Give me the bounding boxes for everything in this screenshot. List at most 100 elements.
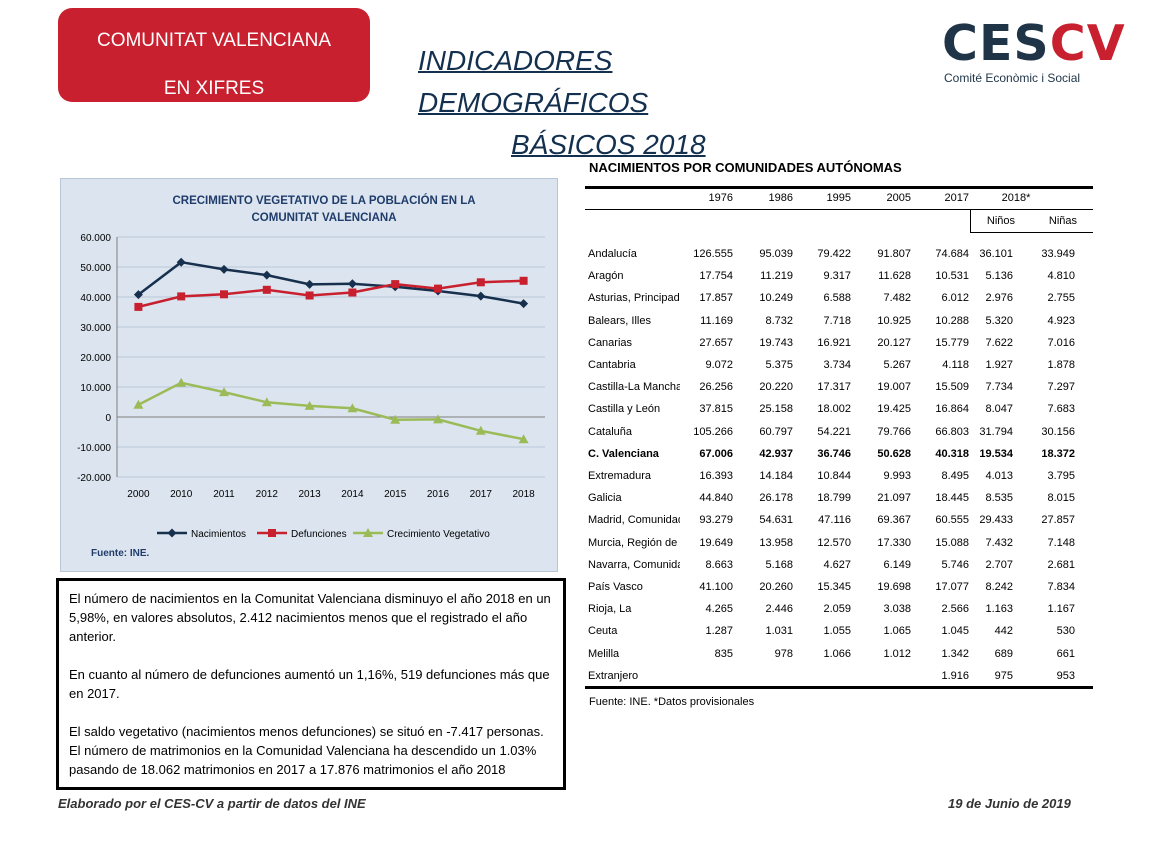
table-cell: 2.446 (765, 603, 793, 616)
table-cell: 67.006 (699, 447, 733, 460)
x-tick-label: 2000 (127, 489, 150, 500)
row-label: Galicia (588, 492, 622, 505)
table-cell: 7.148 (1047, 536, 1075, 549)
table-cell: 4.923 (1047, 314, 1075, 327)
data-point (219, 387, 229, 397)
series-nacimientos (133, 257, 529, 309)
row-label: Extranjero (588, 669, 639, 682)
data-point (305, 291, 314, 300)
row-label: Andalucía (588, 248, 637, 260)
table-cell: 10.288 (935, 314, 969, 327)
table-cell: 1.012 (883, 647, 911, 660)
table-title: NACIMIENTOS POR COMUNIDADES AUTÓNOMAS (589, 160, 902, 175)
table-cell: 3.038 (883, 603, 911, 616)
chart-title-line1: CRECIMIENTO VEGETATIVO DE LA POBLACIÓN E… (172, 194, 475, 207)
table-cell: 4.627 (823, 558, 851, 571)
series-line (137, 260, 524, 305)
table-cell: 10.249 (759, 292, 793, 305)
table-cell: 19.649 (699, 536, 733, 549)
table-cell: 41.100 (699, 581, 733, 593)
footer-credit: Elaborado por el CES-CV a partir de dato… (58, 796, 366, 811)
x-tick-label: 2012 (256, 489, 279, 500)
table-cell: 47.116 (818, 514, 851, 527)
table-cell: 79.422 (817, 248, 851, 260)
table-cell: 530 (1056, 625, 1075, 638)
table-cell: 54.631 (759, 514, 793, 527)
table-cell: 17.077 (935, 581, 969, 593)
badge-line2: EN XIFRES (163, 78, 265, 99)
row-label: Rioja, La (588, 603, 632, 616)
data-point (176, 377, 187, 387)
table-cell: 2.681 (1047, 558, 1075, 571)
data-point (134, 302, 143, 311)
data-point (519, 276, 528, 285)
data-point (347, 279, 357, 289)
table-cell: 15.345 (817, 581, 851, 593)
table-cell: 60.555 (935, 514, 969, 527)
table-cell: 91.807 (877, 248, 911, 260)
table-rule (585, 209, 1093, 210)
data-point (261, 397, 272, 407)
table-row: Cantabria 9.072 5.375 3.734 5.267 4.118 1.927 1… (585, 359, 1093, 379)
table-cell: 18.799 (817, 492, 851, 505)
table-cell: 442 (994, 625, 1013, 638)
table-row: Ceuta 1.287 1.031 1.055 1.065 1.045 442 530 (585, 625, 1093, 645)
x-tick-label: 2014 (341, 489, 364, 500)
table-cell: 1.065 (883, 625, 911, 638)
data-point (476, 278, 485, 287)
data-point (348, 288, 357, 297)
table-cell: 978 (774, 647, 793, 660)
table-cell: 9.317 (823, 270, 851, 283)
data-point (304, 400, 315, 410)
data-point (476, 291, 486, 301)
row-label: Extremadura (588, 470, 651, 482)
col-header: 1976 (708, 192, 733, 204)
col-header: 2018* (1001, 192, 1031, 204)
table-cell: 33.949 (1041, 248, 1075, 260)
table-cell: 7.734 (985, 381, 1013, 394)
table-cell: 40.318 (935, 447, 969, 460)
table-cell: 3.795 (1047, 470, 1075, 482)
table-cell: 27.857 (1041, 514, 1075, 527)
table-cell: 15.779 (935, 336, 969, 349)
data-point (176, 257, 186, 267)
y-tick-label: 20.000 (80, 353, 111, 364)
table-row: Andalucía 126.555 95.039 79.422 91.807 74.684… (585, 248, 1093, 268)
table-cell: 661 (1056, 647, 1075, 660)
data-point (518, 434, 529, 444)
table-cell: 20.260 (759, 581, 793, 593)
chart-title-line2: COMUNITAT VALENCIANA (251, 212, 396, 224)
table-cell: 4.013 (985, 470, 1013, 482)
table-cell: 4.118 (942, 359, 969, 371)
chart-source: Fuente: INE. (91, 548, 150, 559)
table-cell: 11.169 (700, 314, 733, 327)
table-cell: 19.534 (979, 447, 1013, 460)
table-rule (585, 686, 1093, 689)
badge-line1: COMUNITAT VALENCIANA (96, 30, 331, 51)
table-cell: 1.031 (765, 625, 793, 638)
chart-svg: CRECIMIENTO VEGETATIVO DE LA POBLACIÓN E… (77, 194, 545, 559)
data-point (390, 414, 401, 424)
y-tick-label: 30.000 (80, 323, 111, 334)
table-cell: 1.916 (941, 669, 969, 682)
chart-grid (116, 236, 545, 478)
summary-paragraph: El saldo vegetativo (nacimientos menos d… (69, 724, 544, 777)
row-label: C. Valenciana (588, 447, 659, 460)
y-tick-label: 40.000 (80, 293, 111, 304)
table-cell: 93.279 (699, 514, 733, 527)
table-cell: 66.803 (935, 425, 969, 438)
table-cell: 1.878 (1047, 359, 1075, 371)
y-tick-label: 50.000 (80, 263, 111, 274)
data-point (363, 528, 373, 537)
logo-wordmark: CESCV (942, 16, 1126, 72)
subheader-ninos: Niños (986, 215, 1015, 227)
table-cell: 9.072 (705, 359, 733, 371)
logo-ces: CES (942, 15, 1050, 72)
table-cell: 14.184 (759, 470, 793, 482)
table-cell: 8.663 (705, 558, 733, 571)
logo-cv: CV (1049, 15, 1126, 72)
table-cell: 1.055 (823, 625, 851, 638)
table-row: Balears, Illes 11.169 8.732 7.718 10.925 10.2… (585, 315, 1093, 335)
table-cell: 7.718 (823, 314, 851, 327)
x-tick-label: 2010 (170, 489, 193, 500)
